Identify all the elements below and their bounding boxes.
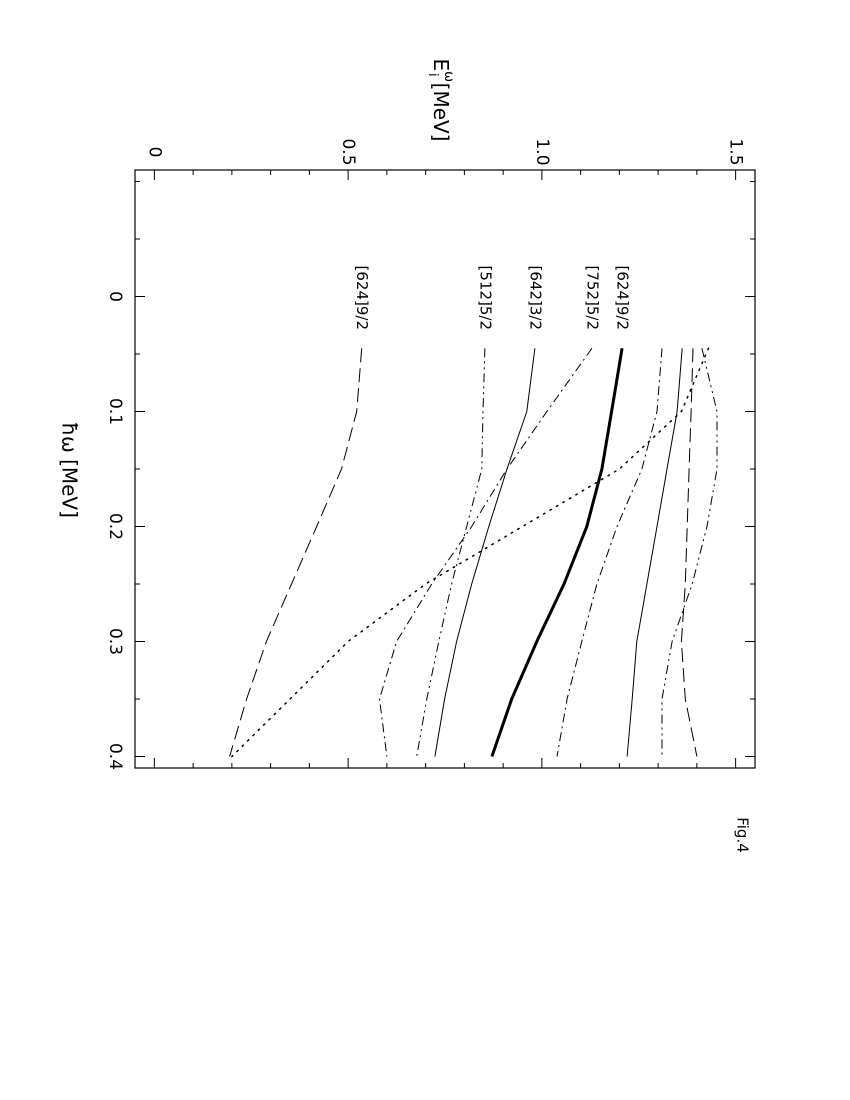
series-line xyxy=(416,348,486,757)
series-line xyxy=(229,348,363,757)
series-line xyxy=(434,348,536,757)
series-label: [512]5/2 xyxy=(476,266,494,330)
series-line xyxy=(556,348,663,757)
y-label-sup: ω xyxy=(442,71,457,82)
series-line xyxy=(490,348,624,757)
y-tick-label: 0 xyxy=(144,147,164,158)
x-tick-label: 0.4 xyxy=(105,743,125,770)
x-tick-label: 0 xyxy=(105,291,125,302)
y-label-main: E xyxy=(430,58,454,71)
y-axis-label: Eωi [MeV] xyxy=(426,58,457,141)
series-label: [642]3/2 xyxy=(526,266,544,330)
series-line xyxy=(680,348,698,757)
y-label-sub: i xyxy=(426,73,441,77)
y-label-unit: [MeV] xyxy=(430,83,454,142)
series-label: [624]9/2 xyxy=(353,266,371,330)
series-label: [624]9/2 xyxy=(614,266,632,330)
series-label: [752]5/2 xyxy=(583,266,601,330)
figure-label: Fig.4 xyxy=(734,817,752,853)
x-axis-label: ħω [MeV] xyxy=(58,422,82,518)
x-tick-label: 0.3 xyxy=(105,628,125,655)
x-tick-label: 0.2 xyxy=(105,513,125,540)
series-line xyxy=(378,348,593,757)
plot-frame xyxy=(134,169,756,769)
x-tick-label: 0.1 xyxy=(105,398,125,425)
y-tick-label: 0.5 xyxy=(338,138,358,165)
series-line xyxy=(626,348,683,757)
series-line xyxy=(231,347,710,758)
y-tick-label: 1.5 xyxy=(726,138,746,165)
series-line xyxy=(661,348,718,757)
y-tick-label: 1.0 xyxy=(532,138,552,165)
